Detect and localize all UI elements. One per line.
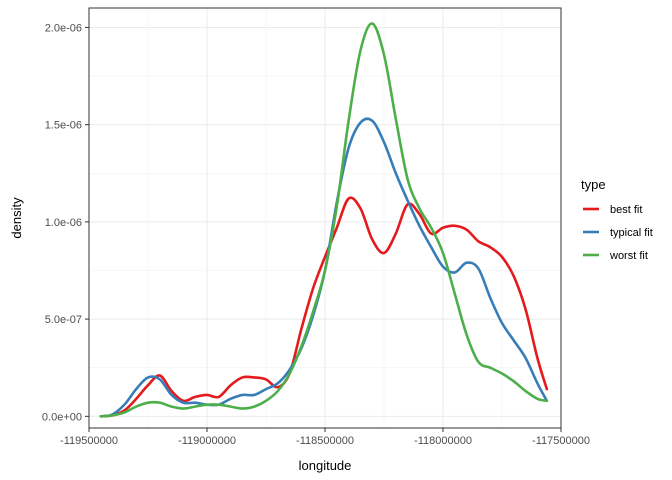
y-tick-label: 5.0e-07 [45,314,82,326]
x-tick-label: -117500000 [532,435,590,447]
x-axis-title: longitude [299,458,352,473]
y-axis-title: density [9,197,24,239]
legend-label-typical-fit: typical fit [610,227,653,239]
y-tick-label: 1.5e-06 [45,120,82,132]
series-line-worst-fit [99,22,549,418]
legend-label-worst-fit: worst fit [609,250,648,262]
x-tick-label: -118500000 [296,435,354,447]
x-tick-label: -118000000 [414,435,472,447]
y-tick-label: 1.0e-06 [45,217,82,229]
series-line-best-fit [99,196,549,418]
y-tick-label: 2.0e-06 [45,22,82,34]
x-tick-label: -119500000 [60,435,118,447]
axes: -119500000 -119000000 -118500000 -118000000… [42,22,590,447]
legend-item-best-fit: best fit [583,204,642,216]
y-tick-label: 0.0e+00 [42,411,82,423]
legend-title: type [581,177,606,192]
legend: type best fit typical fit worst fit [581,177,653,262]
series-lines [99,22,549,418]
legend-items: best fit typical fit worst fit [583,204,653,262]
x-tick-label: -119000000 [178,435,236,447]
legend-label-best-fit: best fit [610,204,642,216]
legend-item-typical-fit: typical fit [583,227,653,239]
legend-item-worst-fit: worst fit [583,250,648,262]
